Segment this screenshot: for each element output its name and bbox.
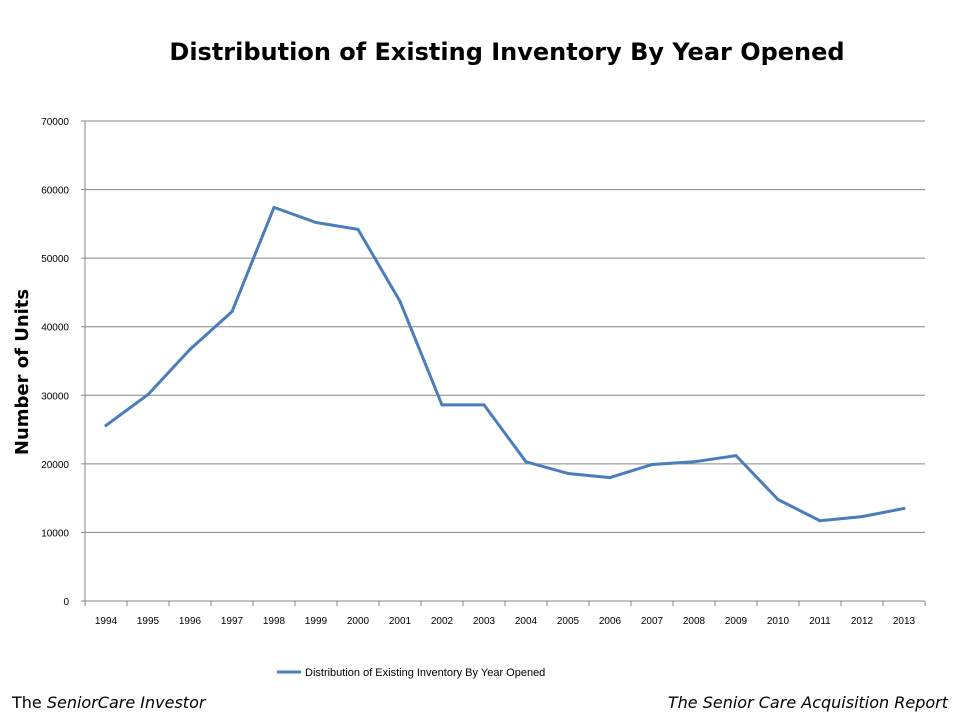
footer-left-prefix: The [12, 693, 47, 712]
x-tick-label: 2011 [809, 616, 831, 627]
data-point [398, 299, 402, 303]
data-point [272, 205, 276, 209]
y-tick-label: 50000 [41, 254, 69, 265]
x-tick-label: 2005 [557, 616, 580, 627]
y-tick-label: 30000 [41, 391, 69, 402]
y-axis-ticks: 0 10000 20000 30000 40000 50000 60000 70000 [41, 117, 85, 608]
x-tick-label: 1995 [137, 616, 160, 627]
series-layer [104, 205, 906, 523]
x-axis-ticks: 1994 1995 1996 1997 1998 1999 2000 2001 2002 2003… [84, 601, 926, 627]
data-point [734, 454, 738, 458]
x-tick-label: 2013 [893, 616, 916, 627]
x-tick-label: 2003 [473, 616, 496, 627]
y-tick-label: 10000 [41, 528, 69, 539]
x-tick-label: 2004 [515, 616, 538, 627]
x-tick-label: 1996 [179, 616, 202, 627]
chart-title: Distribution of Existing Inventory By Ye… [169, 38, 845, 66]
x-tick-label: 2000 [347, 616, 370, 627]
gridlines [84, 120, 925, 602]
x-tick-label: 2001 [389, 616, 412, 627]
data-point [860, 515, 864, 519]
data-point [608, 476, 612, 480]
y-axis-label: Number of Units [12, 289, 33, 455]
data-point [440, 403, 444, 407]
x-tick-label: 1997 [221, 616, 244, 627]
y-tick-label: 60000 [41, 186, 69, 197]
x-tick-label: 2002 [431, 616, 454, 627]
y-tick-label: 0 [63, 597, 69, 608]
x-tick-label: 1998 [263, 616, 286, 627]
footer-publication: The SeniorCare Investor [12, 693, 205, 712]
x-tick-label: 1994 [95, 616, 118, 627]
footer-report-name: The Senior Care Acquisition Report [667, 693, 948, 712]
data-point [524, 460, 528, 464]
x-tick-label: 2010 [767, 616, 790, 627]
y-tick-label: 40000 [41, 323, 69, 334]
data-point [104, 423, 108, 427]
x-tick-label: 2007 [641, 616, 664, 627]
data-point [356, 227, 360, 231]
data-point [818, 519, 822, 523]
data-point [230, 310, 234, 314]
data-point [650, 463, 654, 467]
data-point [188, 347, 192, 351]
y-tick-label: 70000 [41, 117, 69, 128]
data-point [902, 506, 906, 510]
data-point [692, 460, 696, 464]
y-tick-label: 20000 [41, 460, 69, 471]
data-point [146, 393, 150, 397]
x-tick-label: 2009 [725, 616, 748, 627]
x-tick-label: 2012 [851, 616, 874, 627]
footer-left-italic: SeniorCare Investor [46, 693, 206, 712]
data-point [482, 403, 486, 407]
x-tick-label: 2006 [599, 616, 622, 627]
data-point [314, 220, 318, 224]
x-tick-label: 1999 [305, 616, 328, 627]
series-line [104, 205, 906, 523]
data-point [566, 471, 570, 475]
x-tick-label: 2008 [683, 616, 706, 627]
legend-label: Distribution of Existing Inventory By Ye… [305, 667, 545, 679]
legend: Distribution of Existing Inventory By Ye… [277, 667, 545, 679]
data-point [776, 498, 780, 502]
